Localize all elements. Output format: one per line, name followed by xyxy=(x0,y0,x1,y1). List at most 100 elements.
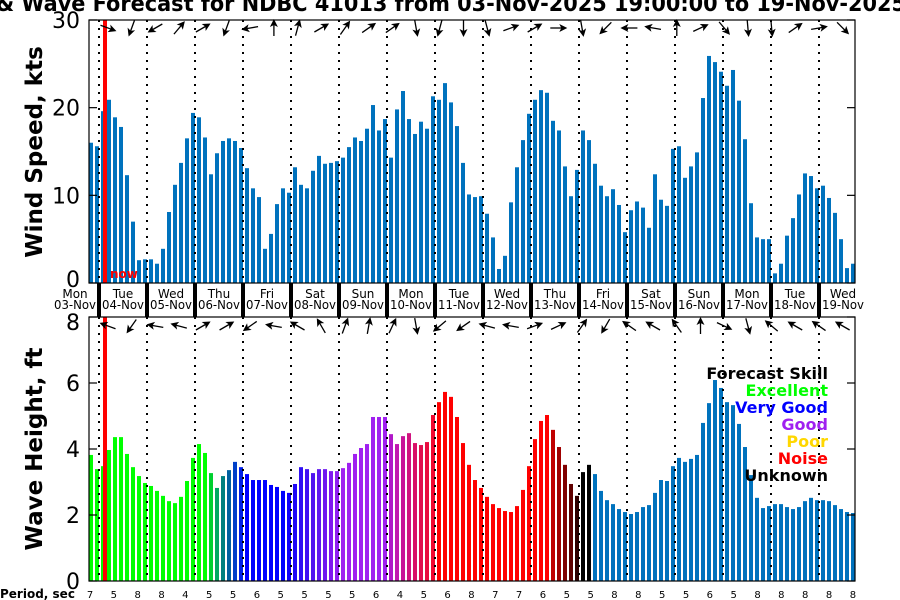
wind-bar xyxy=(449,102,453,283)
wind-bar xyxy=(749,203,753,283)
wave-bar xyxy=(197,444,201,581)
wind-bar xyxy=(473,197,477,283)
wind-bar xyxy=(845,268,849,283)
legend-poor: Poor xyxy=(786,432,828,451)
date-label: 16-Nov xyxy=(678,298,720,312)
day-boundary xyxy=(97,283,101,317)
wave-bar xyxy=(293,483,297,581)
arrow-head xyxy=(390,22,400,31)
wind-bar xyxy=(737,100,741,283)
arrow-head xyxy=(342,20,351,30)
wave-bar xyxy=(161,495,165,581)
wind-bar xyxy=(851,263,855,283)
wave-bar xyxy=(299,467,303,581)
wave-bar xyxy=(95,469,99,581)
day-boundary xyxy=(433,283,437,317)
period-value: 5 xyxy=(301,590,307,600)
arrow-head xyxy=(559,24,568,32)
wave-bar xyxy=(497,508,501,581)
arrow-head xyxy=(764,320,774,329)
wave-bar xyxy=(707,403,711,581)
wind-direction-arrow-icon xyxy=(269,19,278,36)
wave-bar xyxy=(137,476,141,581)
wind-bar xyxy=(563,166,567,283)
wind-bar xyxy=(347,147,351,283)
wind-direction-arrow-icon xyxy=(767,19,776,37)
wind-bar xyxy=(245,168,249,283)
date-label: 11-Nov xyxy=(438,298,480,312)
wave-bar xyxy=(269,484,273,581)
wind-bar xyxy=(95,146,99,283)
wind-direction-arrow-icon xyxy=(744,19,752,37)
y-tick-label: 0 xyxy=(66,570,80,595)
wind-bar xyxy=(671,148,675,283)
wind-bar xyxy=(533,99,537,283)
wave-bar xyxy=(509,512,513,581)
wind-bar xyxy=(791,218,795,283)
wave-bar xyxy=(587,464,591,581)
wave-bar xyxy=(677,457,681,581)
wind-bar xyxy=(359,140,363,283)
wave-bar xyxy=(407,433,411,581)
wave-bar xyxy=(611,504,615,581)
arrow-head xyxy=(241,24,250,33)
period-value: 4 xyxy=(182,590,188,600)
wave-bar xyxy=(845,512,849,581)
wave-direction-arrow-icon xyxy=(170,321,187,330)
wind-bar xyxy=(719,71,723,284)
wave-bar xyxy=(491,504,495,581)
y-tick-label: 6 xyxy=(66,372,80,397)
period-value: 5 xyxy=(730,590,736,600)
wave-bar xyxy=(317,469,321,581)
date-label: 10-Nov xyxy=(390,298,432,312)
arrow-head xyxy=(126,324,135,334)
wind-direction-arrow-icon xyxy=(173,21,185,35)
arrow-head xyxy=(459,29,468,37)
wind-bar xyxy=(161,248,165,283)
wave-bar xyxy=(107,449,111,581)
wind-bar xyxy=(803,173,807,283)
wave-bar xyxy=(761,508,765,581)
wave-bar xyxy=(233,461,237,581)
wind-bar xyxy=(233,140,237,283)
wave-bar xyxy=(833,505,837,581)
day-of-week-label: Mon xyxy=(398,287,423,301)
wind-bar xyxy=(797,194,801,283)
period-value: 5 xyxy=(325,590,331,600)
arrow-head xyxy=(723,322,733,331)
arrow-head xyxy=(389,317,397,327)
wave-bar xyxy=(521,489,525,581)
wind-bar xyxy=(335,161,339,283)
legend-excellent: Excellent xyxy=(746,381,829,400)
arrow-head xyxy=(721,26,730,35)
wind-bar xyxy=(341,157,345,283)
wind-direction-arrow-icon xyxy=(195,23,211,33)
wind-bar xyxy=(155,263,159,283)
wave-bar xyxy=(713,380,717,581)
legend-unknown: Unknown xyxy=(744,466,828,485)
wind-bar xyxy=(809,176,813,283)
y-tick-label: 2 xyxy=(66,504,80,529)
wave-bar xyxy=(647,505,651,581)
arrow-head xyxy=(456,323,465,332)
wind-bar xyxy=(773,273,777,283)
wave-direction-arrow-icon xyxy=(716,322,733,331)
wind-bar xyxy=(461,162,465,283)
wave-bar xyxy=(779,504,783,581)
wave-bar xyxy=(629,514,633,581)
wave-bar xyxy=(515,506,519,581)
wave-bar xyxy=(659,480,663,581)
wind-bar xyxy=(167,211,171,283)
wind-bar xyxy=(605,196,609,283)
wind-direction-arrow-icon xyxy=(293,19,302,36)
wave-bar xyxy=(689,458,693,581)
wind-direction-arrow-icon xyxy=(718,21,730,35)
arrow-head xyxy=(793,22,803,31)
arrow-head xyxy=(811,320,821,329)
wave-bar xyxy=(281,490,285,581)
wind-bar xyxy=(641,207,645,283)
date-label: 12-Nov xyxy=(486,298,528,312)
wave-direction-arrow-icon xyxy=(195,321,211,331)
wind-bar xyxy=(287,192,291,283)
